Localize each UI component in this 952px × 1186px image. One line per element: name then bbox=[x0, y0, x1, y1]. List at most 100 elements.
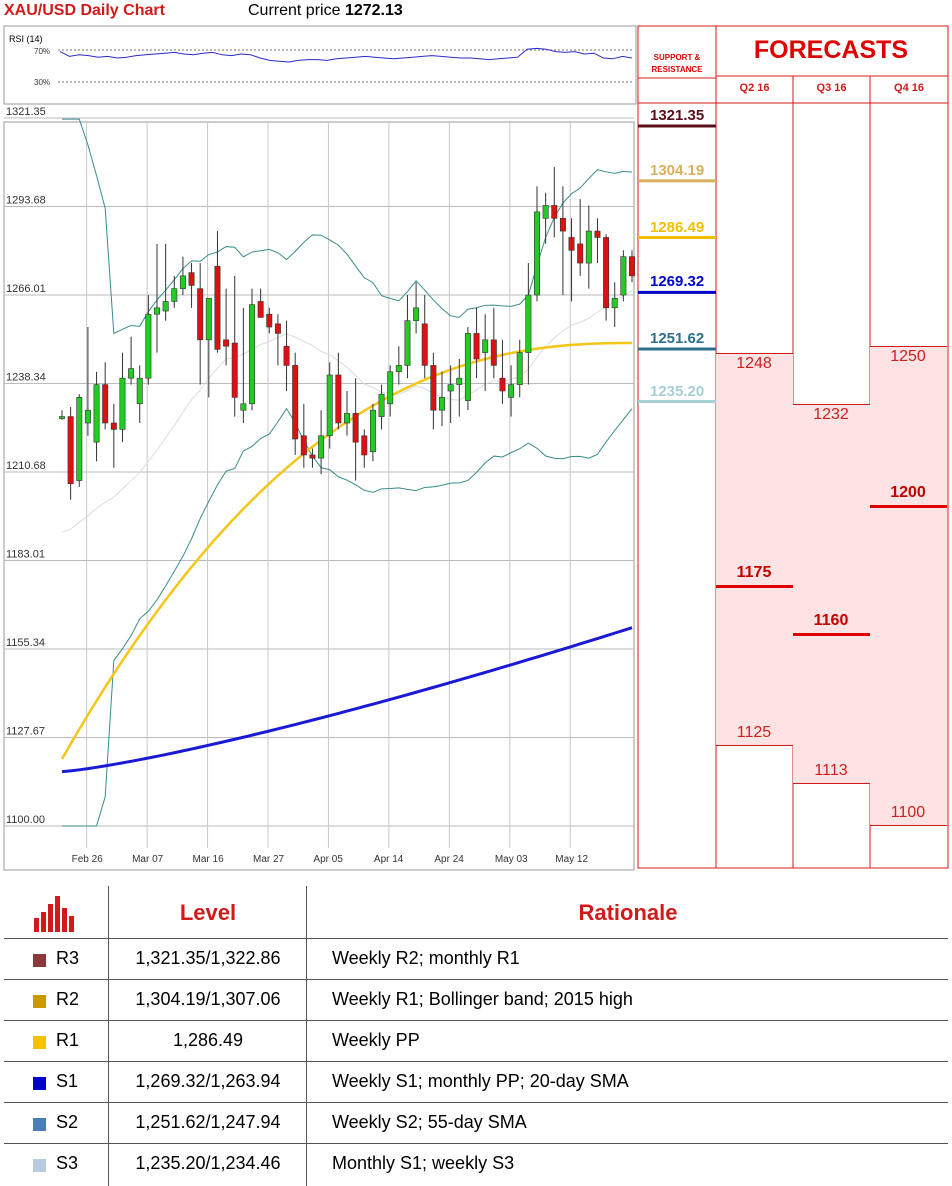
candle-body bbox=[154, 307, 160, 315]
candle-body bbox=[534, 211, 540, 296]
candle-body bbox=[179, 275, 186, 289]
level-swatch-s2 bbox=[33, 1118, 46, 1131]
rsi-70-label: 70% bbox=[34, 47, 50, 56]
rsi-30-label: 30% bbox=[34, 78, 50, 87]
candle-body bbox=[611, 297, 618, 309]
level-value: 1,304.19/1,307.06 bbox=[135, 989, 281, 1009]
x-tick-label: Feb 26 bbox=[72, 854, 104, 865]
x-tick-label: Apr 05 bbox=[313, 854, 343, 865]
level-rationale: Weekly R2; monthly R1 bbox=[332, 948, 520, 968]
current-price-value: 1272.13 bbox=[344, 2, 403, 19]
sr-level-r2: 1304.19 bbox=[650, 161, 705, 179]
candle-body bbox=[395, 365, 402, 373]
rsi-panel bbox=[3, 25, 637, 105]
candle-body bbox=[447, 384, 454, 392]
candle-body bbox=[59, 416, 65, 419]
candle-body bbox=[344, 413, 350, 424]
quarter-header-q4: Q4 16 bbox=[894, 82, 924, 94]
candle-body bbox=[490, 339, 497, 366]
chart-title: XAU/USD Daily Chart bbox=[4, 2, 165, 19]
candle-body bbox=[508, 384, 515, 398]
candle-body bbox=[231, 342, 238, 398]
level-value: 1,269.32/1,263.94 bbox=[135, 1071, 281, 1091]
candle-body bbox=[162, 301, 169, 312]
candle-body bbox=[119, 377, 126, 430]
sr-title-line2: RESISTANCE bbox=[651, 65, 703, 74]
candle-body bbox=[559, 217, 566, 232]
candle-body bbox=[594, 230, 601, 238]
level-rationale: Weekly S2; 55-day SMA bbox=[332, 1112, 527, 1132]
sr-level-r3: 1321.35 bbox=[650, 107, 705, 124]
levels-table-header: Level Rationale bbox=[0, 886, 952, 938]
candle-body bbox=[249, 304, 255, 405]
price-chart: RSI (14) 70% 30% 1321.35 1293.68 1266.01 12… bbox=[3, 25, 949, 871]
forecast-range-q3 bbox=[793, 403, 870, 785]
forecast-low-q4: 1100 bbox=[890, 804, 926, 821]
candle-body bbox=[525, 294, 532, 353]
x-tick-label: Mar 27 bbox=[253, 854, 285, 865]
level-code: S3 bbox=[56, 1153, 79, 1173]
candle-body bbox=[620, 256, 627, 296]
level-value: 1,286.49 bbox=[172, 1030, 244, 1050]
table-row: R2 1,304.19/1,307.06 Weekly R1; Bollinge… bbox=[0, 980, 952, 1021]
candle-body bbox=[93, 384, 100, 443]
sr-level-r1: 1286.49 bbox=[650, 218, 705, 236]
forecast-low-q2: 1125 bbox=[736, 724, 772, 742]
price-x-axis: Feb 26 Mar 07 Mar 16 Mar 27 Apr 05 Apr 14 Apr … bbox=[72, 854, 589, 865]
forecast-mid-q3: 1160 bbox=[813, 612, 849, 630]
current-price-label: Current price bbox=[248, 2, 341, 19]
current-price: Current price 1272.13 bbox=[248, 2, 403, 20]
price-y-axis: 1321.35 1293.68 1266.01 1238.34 1210.68 1183.… bbox=[6, 106, 46, 826]
table-col-divider-2 bbox=[306, 886, 307, 1186]
candle-body bbox=[568, 237, 575, 251]
candle-body bbox=[292, 365, 299, 440]
candle-body bbox=[439, 397, 445, 411]
table-row: S3 1,235.20/1,234.46 Monthly S1; weekly … bbox=[0, 1144, 952, 1185]
forecast-mid-q4: 1200 bbox=[890, 484, 926, 502]
forecasts-title: FORECASTS bbox=[753, 36, 909, 64]
row-divider bbox=[4, 1102, 948, 1103]
sr-title-line1: SUPPORT & bbox=[653, 53, 701, 62]
row-divider bbox=[4, 1143, 948, 1144]
y-tick-label: 1127.67 bbox=[6, 725, 45, 737]
y-tick-label: 1183.01 bbox=[6, 548, 45, 560]
candle-body bbox=[577, 243, 584, 264]
y-tick-label: 1293.68 bbox=[6, 195, 46, 207]
candle-body bbox=[430, 365, 437, 411]
candle-body bbox=[188, 272, 195, 286]
candle-body bbox=[482, 339, 489, 353]
candle-body bbox=[102, 384, 109, 424]
table-header-divider bbox=[4, 938, 948, 939]
y-tick-label: 1238.34 bbox=[6, 372, 46, 384]
level-value: 1,321.35/1,322.86 bbox=[135, 948, 281, 968]
candle-body bbox=[318, 435, 325, 459]
sr-level-lines bbox=[638, 124, 716, 404]
bar-chart-icon bbox=[34, 896, 74, 932]
forecast-mid-line-q4 bbox=[870, 505, 947, 509]
price-panel bbox=[3, 121, 635, 871]
level-value: 1,251.62/1,247.94 bbox=[135, 1112, 281, 1132]
level-rationale: Monthly S1; weekly S3 bbox=[332, 1153, 515, 1173]
sr-level-s2: 1251.62 bbox=[650, 330, 705, 348]
candle-body bbox=[421, 323, 428, 366]
level-swatch-r2 bbox=[33, 995, 46, 1008]
candle-body bbox=[516, 352, 523, 385]
rsi-series-line bbox=[59, 47, 633, 63]
forecast-low-q3: 1113 bbox=[814, 762, 848, 780]
sma-200-line bbox=[61, 626, 633, 774]
level-swatch-r1 bbox=[33, 1036, 46, 1049]
y-tick-label: 1155.34 bbox=[6, 637, 45, 649]
forecast-high-q2: 1248 bbox=[736, 354, 772, 372]
level-code: R3 bbox=[56, 948, 80, 968]
level-code: R1 bbox=[56, 1030, 80, 1050]
candle-body bbox=[629, 256, 635, 277]
candle-body bbox=[240, 403, 247, 411]
candle-body bbox=[369, 409, 376, 453]
level-code: R2 bbox=[56, 989, 80, 1009]
candle-body bbox=[361, 435, 368, 456]
candle-body bbox=[67, 416, 74, 485]
candle-body bbox=[136, 377, 143, 405]
candle-body bbox=[473, 333, 480, 360]
forecast-mid-q2: 1175 bbox=[736, 564, 772, 582]
col-header-rationale: Rationale bbox=[578, 900, 678, 925]
